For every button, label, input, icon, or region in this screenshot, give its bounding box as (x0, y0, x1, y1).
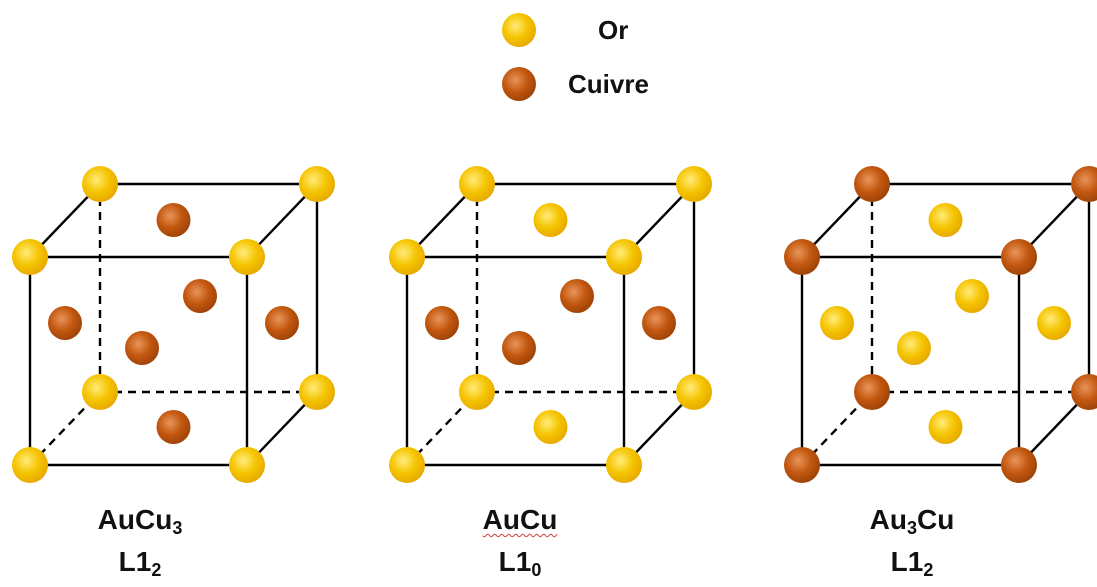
gold-face-atom (955, 279, 989, 313)
copper-face-atom (183, 279, 217, 313)
copper-face-atom (265, 306, 299, 340)
gold-corner-atom (229, 239, 265, 275)
gold-face-atom (928, 203, 963, 237)
gold-corner-atom (389, 239, 425, 275)
structure-caption-aucu3: AuCu3 L12 (40, 503, 240, 587)
formula-label: AuCu3 (97, 504, 183, 538)
copper-corner-atom (1001, 239, 1037, 275)
gold-corner-atom (606, 239, 642, 275)
formula-label: Au3Cu (869, 504, 955, 538)
copper-corner-atom (854, 374, 890, 410)
copper-face-atom (156, 203, 191, 237)
gold-corner-atom (676, 374, 712, 410)
gold-face-atom (533, 410, 568, 444)
gold-face-atom (820, 306, 854, 340)
legend-gold-label: Or (598, 15, 629, 45)
gold-face-atom (533, 203, 568, 237)
copper-corner-atom (1001, 447, 1037, 483)
gold-corner-atom (299, 166, 335, 202)
phase-label: L10 (498, 546, 542, 580)
legend-copper-atom (502, 67, 536, 101)
gold-corner-atom (389, 447, 425, 483)
copper-corner-atom (1071, 166, 1097, 202)
structure-caption-au3cu: Au3Cu L12 (812, 503, 1012, 587)
copper-corner-atom (854, 166, 890, 202)
gold-face-atom (897, 331, 931, 365)
gold-face-atom (928, 410, 963, 444)
copper-face-atom (642, 306, 676, 340)
copper-face-atom (560, 279, 594, 313)
copper-corner-atom (1071, 374, 1097, 410)
copper-face-atom (125, 331, 159, 365)
formula-label: AuCu (482, 504, 558, 535)
phase-label: L12 (890, 546, 934, 580)
gold-corner-atom (459, 166, 495, 202)
gold-face-atom (1037, 306, 1071, 340)
gold-corner-atom (12, 239, 48, 275)
structure-caption-aucu: AuCu L10 (420, 503, 620, 587)
copper-corner-atom (784, 239, 820, 275)
legend-copper-label: Cuivre (568, 69, 649, 99)
copper-face-atom (425, 306, 459, 340)
copper-face-atom (156, 410, 191, 444)
gold-corner-atom (606, 447, 642, 483)
unit-cell (784, 166, 1097, 483)
copper-face-atom (48, 306, 82, 340)
copper-face-atom (502, 331, 536, 365)
gold-corner-atom (229, 447, 265, 483)
copper-corner-atom (784, 447, 820, 483)
gold-corner-atom (12, 447, 48, 483)
unit-cell (12, 166, 335, 483)
gold-corner-atom (676, 166, 712, 202)
unit-cell (389, 166, 712, 483)
gold-corner-atom (299, 374, 335, 410)
gold-corner-atom (459, 374, 495, 410)
phase-label: L12 (118, 546, 162, 580)
gold-corner-atom (82, 374, 118, 410)
gold-corner-atom (82, 166, 118, 202)
legend-gold-atom (502, 13, 536, 47)
